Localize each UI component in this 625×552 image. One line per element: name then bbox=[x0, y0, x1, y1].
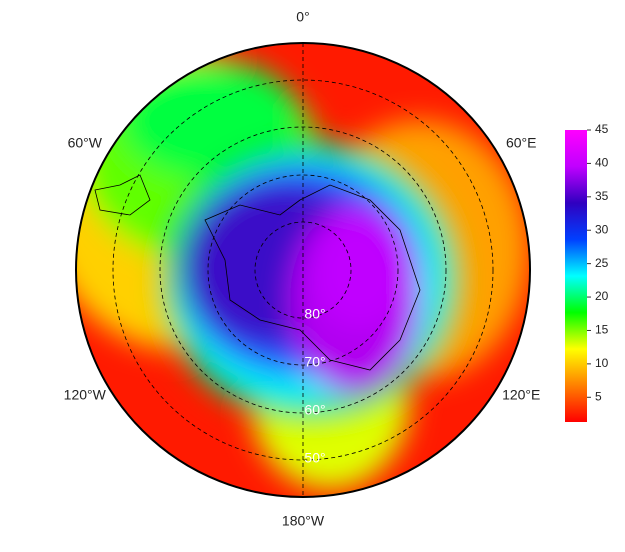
colorbar-tick-label: 45 bbox=[595, 122, 609, 136]
longitude-label: 120°W bbox=[64, 387, 107, 403]
colorbar-tick-label: 40 bbox=[595, 156, 609, 170]
colorbar-tick-label: 15 bbox=[595, 323, 609, 337]
colorbar-tick-label: 35 bbox=[595, 189, 609, 203]
graticule bbox=[112, 43, 494, 497]
colorbar-tick-label: 25 bbox=[595, 256, 609, 270]
longitude-label: 0° bbox=[296, 9, 309, 25]
ozone-field bbox=[76, 43, 530, 497]
longitude-label: 60°E bbox=[506, 135, 537, 151]
longitude-label: 180°W bbox=[282, 513, 325, 529]
colorbar-tick-label: 20 bbox=[595, 289, 609, 303]
colorbar-tick-label: 5 bbox=[595, 389, 602, 403]
latitude-label: 50° bbox=[304, 450, 325, 466]
longitude-label: 60°W bbox=[68, 135, 103, 151]
map-border bbox=[75, 42, 531, 498]
colorbar-tick-label: 30 bbox=[595, 222, 609, 236]
longitude-label: 120°E bbox=[502, 387, 540, 403]
latitude-label: 70° bbox=[304, 354, 325, 370]
latitude-label: 60° bbox=[304, 402, 325, 418]
colorbar-tick-label: 10 bbox=[595, 356, 609, 370]
latitude-label: 80° bbox=[304, 306, 325, 322]
colorbar bbox=[565, 130, 587, 422]
